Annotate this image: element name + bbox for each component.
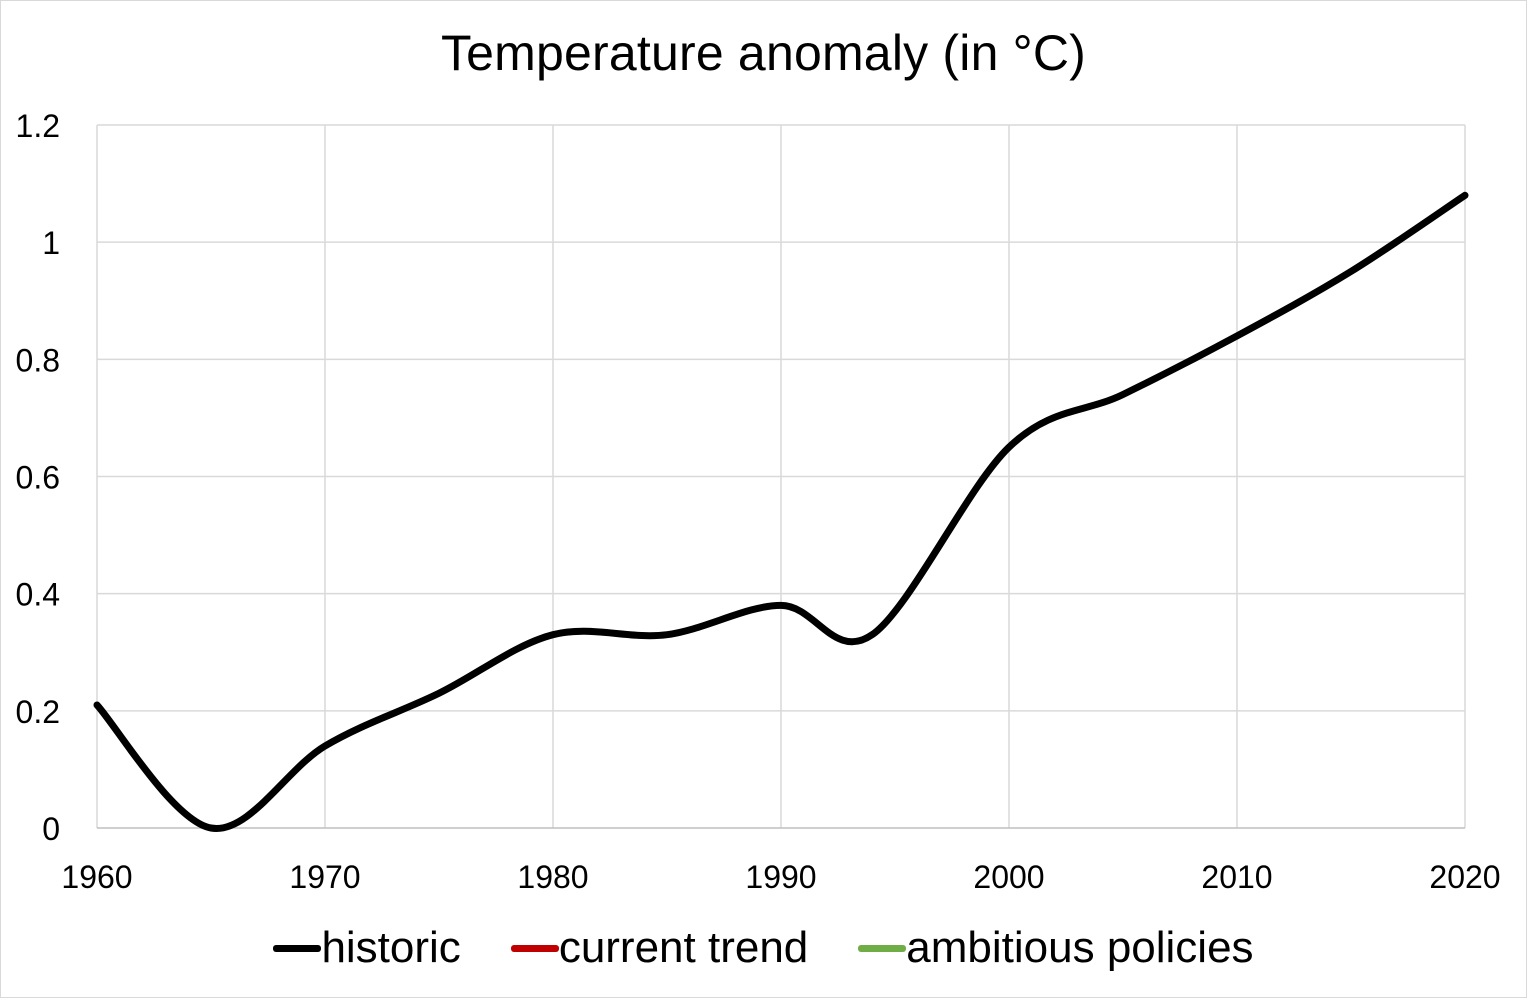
y-tick-label: 0.8 xyxy=(16,342,60,378)
legend-swatch-historic xyxy=(273,944,322,952)
series-lines xyxy=(93,191,1469,832)
legend: historic current trend ambitious policie… xyxy=(0,918,1527,978)
x-tick-label: 2020 xyxy=(1429,859,1500,895)
x-tick-label: 1990 xyxy=(745,859,816,895)
y-tick-label: 0.4 xyxy=(16,577,60,613)
x-tick-label: 1960 xyxy=(61,859,132,895)
legend-item-historic: historic xyxy=(273,918,461,978)
legend-item-ambitious-policies: ambitious policies xyxy=(858,918,1254,978)
y-tick-label: 0 xyxy=(42,811,60,847)
legend-label-current-trend: current trend xyxy=(558,923,809,972)
y-tick-label: 0.6 xyxy=(16,460,60,496)
legend-item-current-trend: current trend xyxy=(510,918,809,978)
y-tick-label: 0.2 xyxy=(16,694,60,730)
legend-label-ambitious-policies: ambitious policies xyxy=(906,923,1254,972)
legend-swatch-current-trend xyxy=(510,944,559,952)
y-tick-label: 1 xyxy=(42,225,60,261)
chart-title: Temperature anomaly (in °C) xyxy=(440,25,1087,81)
legend-swatch-ambitious-policies xyxy=(858,944,907,952)
x-tick-label: 1970 xyxy=(289,859,360,895)
x-tick-label: 2000 xyxy=(973,859,1044,895)
y-tick-label: 1.2 xyxy=(16,108,60,144)
series-line-historic xyxy=(93,191,1469,832)
x-tick-label: 2010 xyxy=(1201,859,1272,895)
tick-labels: 0 0.2 0.4 0.6 0.8 1 1.2 1960 1970 1980 1990 2000 201… xyxy=(16,108,1501,895)
axes xyxy=(96,125,1465,829)
legend-label-historic: historic xyxy=(321,923,461,972)
gridlines xyxy=(97,124,1466,828)
x-tick-label: 1980 xyxy=(517,859,588,895)
